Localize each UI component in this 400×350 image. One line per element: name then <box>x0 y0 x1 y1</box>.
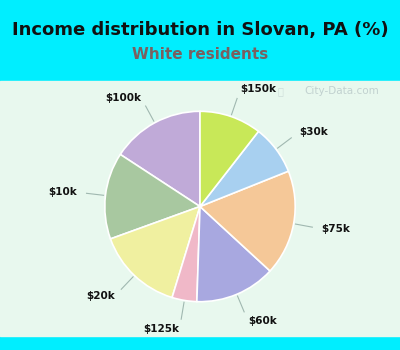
Wedge shape <box>200 131 288 206</box>
Wedge shape <box>110 206 200 298</box>
Text: $75k: $75k <box>322 224 350 234</box>
Text: Income distribution in Slovan, PA (%): Income distribution in Slovan, PA (%) <box>12 21 388 39</box>
Text: $150k: $150k <box>240 84 276 94</box>
Bar <box>0 80 400 336</box>
Wedge shape <box>105 154 200 239</box>
Wedge shape <box>120 111 200 206</box>
Text: 🔍: 🔍 <box>277 86 283 96</box>
Text: $60k: $60k <box>248 316 276 326</box>
Text: $10k: $10k <box>48 187 77 197</box>
Text: City-Data.com: City-Data.com <box>304 86 379 96</box>
Text: White residents: White residents <box>132 47 268 62</box>
Text: $125k: $125k <box>144 323 180 334</box>
Text: $100k: $100k <box>105 93 141 103</box>
Text: $30k: $30k <box>299 127 328 137</box>
Wedge shape <box>200 111 258 206</box>
Wedge shape <box>172 206 200 302</box>
Wedge shape <box>200 171 295 271</box>
Text: $20k: $20k <box>86 291 115 301</box>
Wedge shape <box>197 206 270 302</box>
